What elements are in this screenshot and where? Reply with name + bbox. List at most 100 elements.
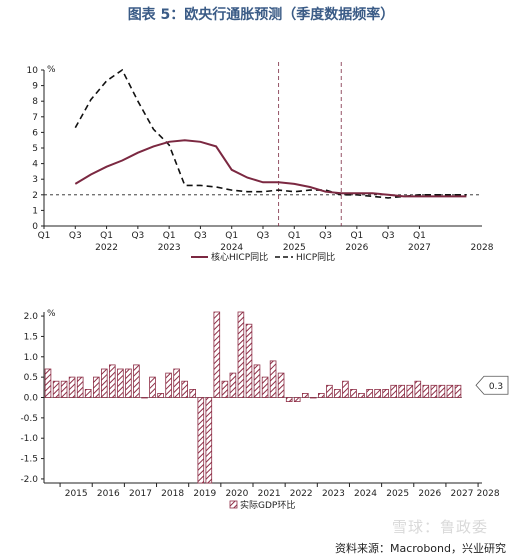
gdp-bar <box>76 376 84 398</box>
series-line-hicp <box>74 68 467 199</box>
y-tick-label: 1 <box>32 206 38 216</box>
gdp-bar <box>430 384 438 398</box>
gdp-bar <box>261 376 269 398</box>
legend-swatch-gdp <box>229 500 238 509</box>
x-year-label: 2022 <box>95 243 118 253</box>
x-year-label: 2024 <box>354 489 377 499</box>
x-year-label: 2023 <box>158 243 181 253</box>
gdp-bar <box>358 392 365 398</box>
gdp-bar <box>181 380 189 398</box>
x-quarter-label: Q1 <box>413 231 426 241</box>
gdp-bar <box>133 364 140 398</box>
x-quarter-label: Q3 <box>69 231 82 241</box>
y-tick-label: -0.5 <box>20 414 38 424</box>
gdp-bar <box>125 368 132 398</box>
x-year-label: 2023 <box>322 489 345 499</box>
gdp-bar <box>229 372 237 398</box>
gdp-bar <box>205 397 213 484</box>
gdp-bar <box>101 368 108 398</box>
y-tick-label: 3 <box>32 175 38 185</box>
gdp-bar <box>293 397 301 402</box>
y-tick-label: 5 <box>32 144 38 154</box>
last-value-callout <box>475 375 509 395</box>
x-year-label: 2028 <box>471 243 494 253</box>
gdp-bar <box>197 397 205 484</box>
x-quarter-label: Q1 <box>350 231 363 241</box>
gdp-bar <box>93 376 100 398</box>
gdp-bar <box>269 360 277 398</box>
gdp-bar <box>253 364 261 398</box>
y-tick-label: 0.5 <box>24 373 38 383</box>
x-year-label: 2028 <box>477 489 500 499</box>
last-value-label: 0.3 <box>489 382 503 392</box>
gdp-bar <box>398 384 405 398</box>
gdp-bar <box>149 376 156 398</box>
x-quarter-label: Q1 <box>163 231 176 241</box>
x-quarter-label: Q1 <box>288 231 301 241</box>
x-year-label: 2026 <box>345 243 368 253</box>
x-year-label: 2024 <box>220 243 243 253</box>
y-tick-label: 4 <box>32 160 38 170</box>
x-year-label: 2018 <box>161 489 184 499</box>
gdp-bar <box>317 392 325 398</box>
y-tick-label: 9 <box>32 82 38 92</box>
x-year-label: 2020 <box>225 489 248 499</box>
y-tick-label: -2.0 <box>20 475 38 485</box>
gdp-bar <box>454 384 462 398</box>
x-quarter-label: Q3 <box>194 231 207 241</box>
x-year-label: 2026 <box>418 489 441 499</box>
x-year-label: 2027 <box>408 243 431 253</box>
x-year-label: 2027 <box>451 489 474 499</box>
series-line-core-hicp <box>74 139 467 198</box>
gdp-bar <box>157 392 164 398</box>
y-tick-label: 0.0 <box>24 394 39 404</box>
y-tick-label: 7 <box>32 113 38 123</box>
y-tick-label: -1.0 <box>20 434 38 444</box>
y-tick-label: 8 <box>32 97 38 107</box>
x-year-label: 2019 <box>193 489 216 499</box>
legend-label-gdp: 实际GDP环比 <box>240 499 295 511</box>
legend-label-hicp: HICP同比 <box>296 251 335 263</box>
gdp-bar <box>68 376 76 398</box>
legend-label-core-hicp: 核心HICP同比 <box>211 251 268 263</box>
gdp-bar <box>141 397 148 399</box>
gdp-bar <box>213 311 221 398</box>
gdp-bar <box>422 384 430 398</box>
gdp-bar <box>109 364 116 398</box>
y-tick-label: 10 <box>27 66 39 76</box>
inflation-line-chart: 0 1 2 3 4 5 6 7 8 9 10 % Q1 Q3 Q1 Q3 Q1 Q3 Q1 Q3 Q1 Q3 Q1 Q3 Q1 2… <box>27 62 494 263</box>
gdp-bar <box>374 388 381 398</box>
gdp-bar <box>438 384 446 398</box>
y-tick-label: 0 <box>32 222 38 232</box>
gdp-bar <box>237 311 245 398</box>
gdp-bar <box>52 380 60 398</box>
y-tick-label: 6 <box>32 128 38 138</box>
gdp-bar <box>342 380 349 398</box>
gdp-bar <box>84 388 92 398</box>
watermark: 雪球：鲁政委 <box>392 518 489 536</box>
gdp-bar <box>301 392 309 398</box>
figure-title: 图表 5：欧央行通胀预测（季度数据频率） <box>127 7 395 23</box>
gdp-bar <box>382 388 389 398</box>
y-unit-label: % <box>47 309 56 319</box>
gdp-bar <box>221 380 229 398</box>
gdp-bar <box>277 372 285 398</box>
gdp-bar <box>245 323 253 398</box>
x-quarter-label: Q1 <box>38 231 51 241</box>
y-tick-label: -1.5 <box>20 455 38 465</box>
gdp-bar <box>446 384 454 398</box>
x-year-label: 2016 <box>97 489 120 499</box>
x-year-label: 2015 <box>65 489 88 499</box>
gdp-bar <box>366 388 373 398</box>
gdp-bar <box>326 384 333 398</box>
x-year-label: 2025 <box>386 489 409 499</box>
gdp-bar <box>165 372 172 398</box>
gdp-bar <box>350 388 357 398</box>
y-tick-label: 2.0 <box>24 312 39 322</box>
gdp-bar <box>117 368 124 398</box>
gdp-bar <box>390 384 397 398</box>
y-tick-label: 1.0 <box>24 353 39 363</box>
x-quarter-label: Q1 <box>225 231 238 241</box>
y-tick-label: 2 <box>32 191 38 201</box>
